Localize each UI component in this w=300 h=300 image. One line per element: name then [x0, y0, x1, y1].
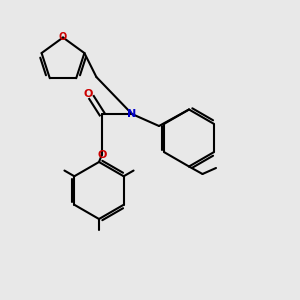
Text: N: N: [128, 109, 136, 119]
Text: O: O: [97, 149, 107, 160]
Text: O: O: [59, 32, 67, 43]
Text: O: O: [84, 89, 93, 100]
